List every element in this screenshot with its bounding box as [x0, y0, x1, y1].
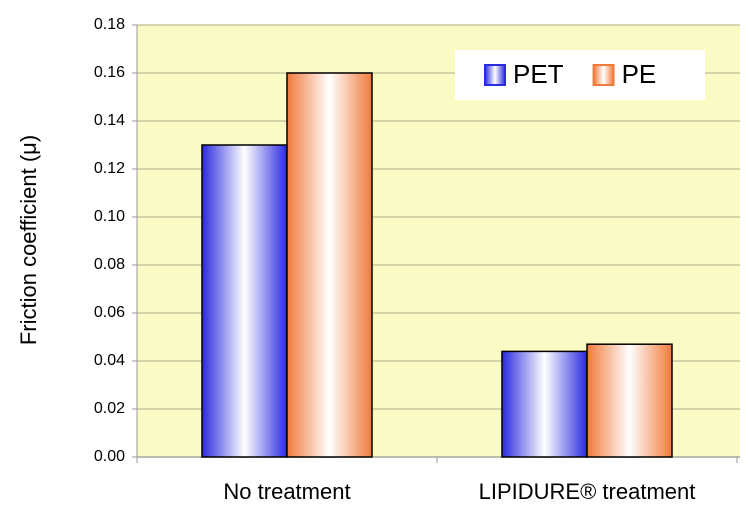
- bar: [201, 144, 288, 458]
- x-tick-label: No treatment: [223, 479, 350, 504]
- legend: PET PE: [455, 50, 705, 100]
- legend-swatch: [592, 64, 615, 86]
- bar: [286, 72, 373, 458]
- y-tick-label: 0.06: [94, 304, 125, 321]
- legend-swatch: [484, 64, 506, 86]
- y-axis-title: Friction coefficient (μ): [16, 135, 41, 345]
- y-tick-label: 0.16: [94, 64, 125, 81]
- y-tick-label: 0.14: [94, 112, 125, 129]
- y-tick-label: 0.08: [94, 256, 125, 273]
- y-tick-label: 0.04: [94, 352, 125, 369]
- legend-label: PET: [513, 59, 564, 89]
- bar: [586, 343, 673, 458]
- y-tick-label: 0.02: [94, 400, 125, 417]
- bar: [501, 350, 588, 458]
- x-tick-label: LIPIDURE® treatment: [479, 479, 696, 504]
- y-tick-label: 0.10: [94, 208, 125, 225]
- legend-label: PE: [622, 59, 657, 89]
- y-tick-label: 0.12: [94, 160, 125, 177]
- y-tick-label: 0.00: [94, 448, 125, 465]
- y-tick-label: 0.18: [94, 16, 125, 33]
